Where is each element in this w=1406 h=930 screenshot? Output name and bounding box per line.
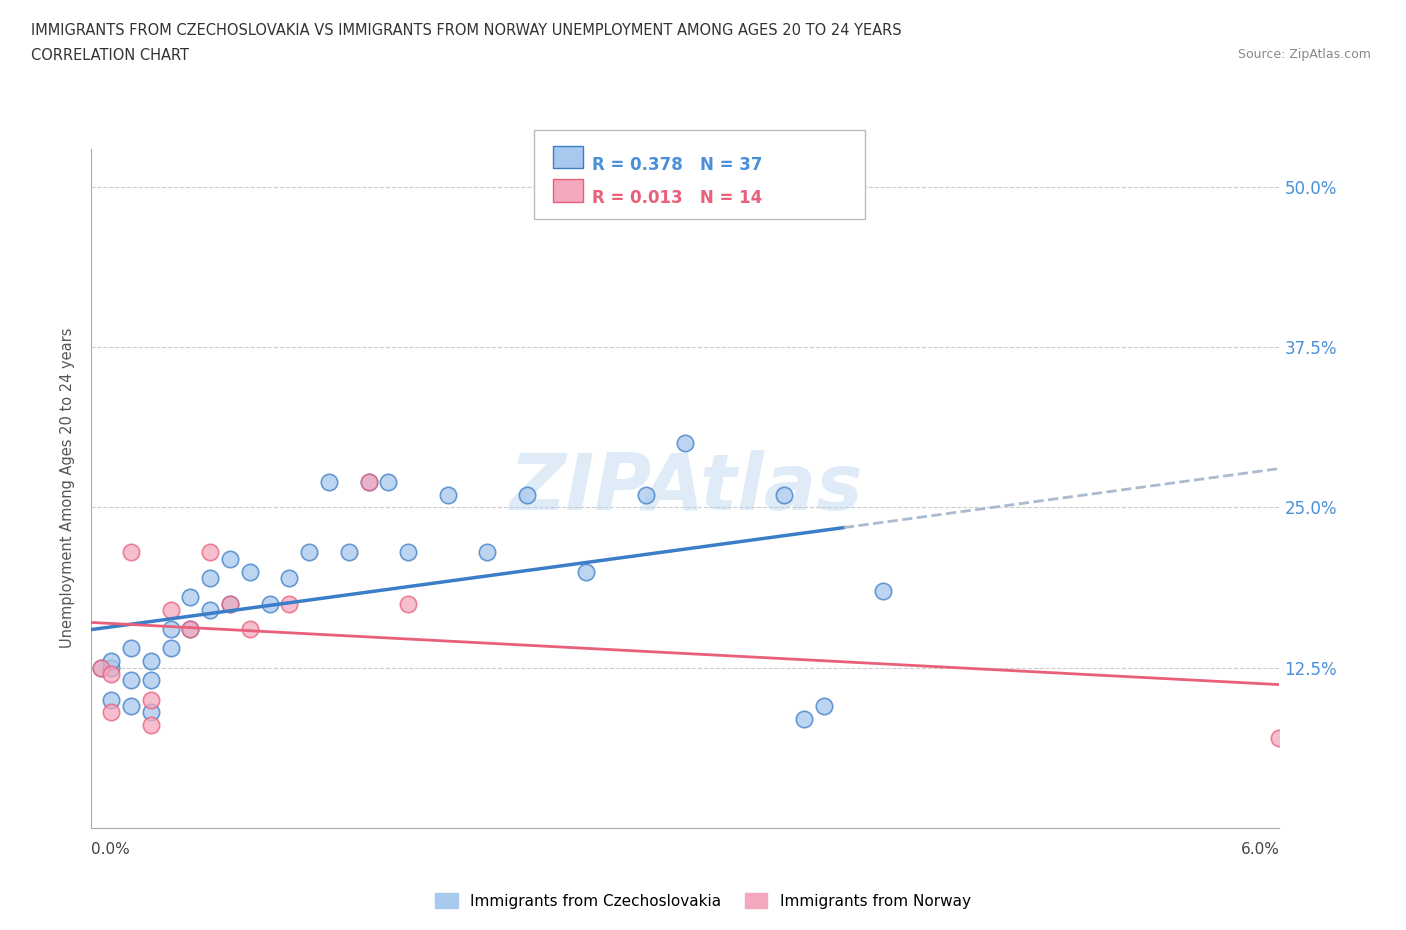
Point (673, 436, 696, 451)
Point (139, 718, 162, 733)
Point (100, 692, 122, 707)
Point (239, 622, 262, 637)
Point (436, 487, 458, 502)
Point (1268, 731, 1291, 746)
Point (298, 545, 321, 560)
Text: R = 0.378   N = 37: R = 0.378 N = 37 (592, 155, 762, 174)
Point (278, 570, 301, 585)
Point (120, 698, 142, 713)
Point (278, 596, 301, 611)
Point (139, 705, 162, 720)
Point (200, 545, 222, 560)
Point (219, 596, 242, 611)
Point (773, 487, 796, 502)
Y-axis label: Unemployment Among Ages 20 to 24 years: Unemployment Among Ages 20 to 24 years (60, 328, 76, 648)
Text: IMMIGRANTS FROM CZECHOSLOVAKIA VS IMMIGRANTS FROM NORWAY UNEMPLOYMENT AMONG AGES: IMMIGRANTS FROM CZECHOSLOVAKIA VS IMMIGR… (31, 23, 901, 38)
Point (100, 705, 122, 720)
Point (377, 474, 399, 489)
Point (100, 654, 122, 669)
Point (239, 565, 262, 579)
Point (793, 711, 815, 726)
Point (516, 487, 538, 502)
Text: CORRELATION CHART: CORRELATION CHART (31, 48, 188, 63)
Point (179, 590, 201, 604)
Point (139, 692, 162, 707)
Point (100, 660, 122, 675)
Point (120, 545, 142, 560)
Point (100, 667, 122, 682)
Text: ZIPAtlas: ZIPAtlas (509, 450, 862, 526)
Point (634, 487, 657, 502)
Point (200, 570, 222, 585)
Point (219, 551, 242, 566)
Point (219, 596, 242, 611)
Point (179, 622, 201, 637)
Point (120, 641, 142, 656)
Point (200, 603, 222, 618)
Point (139, 673, 162, 688)
Legend: Immigrants from Czechoslovakia, Immigrants from Norway: Immigrants from Czechoslovakia, Immigran… (429, 886, 977, 915)
Point (357, 474, 380, 489)
Point (396, 596, 419, 611)
Text: Source: ZipAtlas.com: Source: ZipAtlas.com (1237, 48, 1371, 61)
Point (120, 673, 142, 688)
Point (139, 654, 162, 669)
Text: R = 0.013   N = 14: R = 0.013 N = 14 (592, 189, 762, 207)
Point (159, 622, 181, 637)
Point (575, 565, 598, 579)
Point (813, 698, 835, 713)
Point (179, 622, 201, 637)
Text: 0.0%: 0.0% (91, 842, 131, 857)
Point (159, 641, 181, 656)
Point (872, 583, 894, 598)
Point (90, 660, 112, 675)
Point (318, 474, 340, 489)
Point (159, 603, 181, 618)
Point (90, 660, 112, 675)
Text: 6.0%: 6.0% (1240, 842, 1279, 857)
Point (357, 474, 380, 489)
Point (337, 545, 360, 560)
Point (396, 545, 419, 560)
Point (259, 596, 281, 611)
Point (477, 545, 499, 560)
